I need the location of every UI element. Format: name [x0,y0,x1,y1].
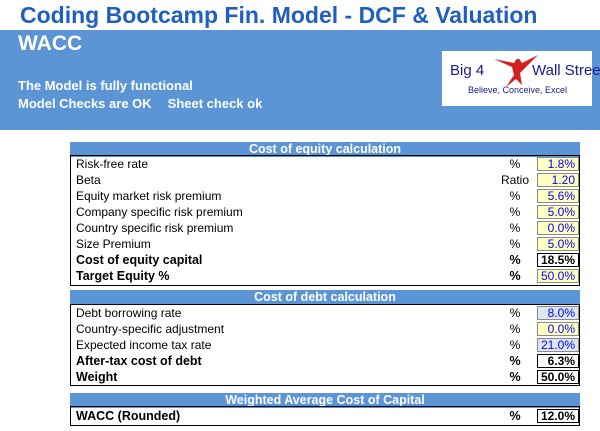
row-unit: % [509,253,521,267]
table-row: Target Equity % % 50.0% [71,268,579,284]
table-row: WACC (Rounded) % 12.0% [71,408,579,424]
row-unit: % [509,157,521,171]
model-checks-status: Model Checks are OK [18,96,152,111]
table-row: Country specific risk premium % 0.0% [71,220,579,236]
company-logo: Big 4 Wall Street Believe, Conceive, Exc… [442,51,600,106]
table-row: Cost of equity capital % 18.5% [71,252,579,268]
wacc-label: WACC (Rounded) [76,409,181,423]
cost-of-equity-table: Risk-free rate % 1.8% Beta Ratio 1.20 Eq… [70,155,580,286]
row-label: Debt borrowing rate [76,306,182,320]
table-row: Equity market risk premium % 5.6% [71,188,579,204]
beta-input[interactable]: 1.20 [537,173,579,187]
model-title: Coding Bootcamp Fin. Model - DCF & Valua… [20,2,538,28]
table-row: Country-specific adjustment % 0.0% [71,321,579,337]
table-row: Weight % 50.0% [71,369,579,385]
table-row: Company specific risk premium % 5.0% [71,204,579,220]
size-premium-input[interactable]: 5.0% [537,237,579,251]
row-label: Weight [76,370,118,384]
logo-right-text: Wall Street [532,62,600,79]
row-label: Expected income tax rate [76,338,212,352]
row-unit: % [509,221,521,235]
sheet-check-status: Sheet check ok [167,96,263,111]
row-unit: % [509,189,521,203]
table-row: Expected income tax rate % 21.0% [71,337,579,353]
row-unit: % [509,409,521,423]
title-bar: Coding Bootcamp Fin. Model - DCF & Valua… [0,0,600,30]
table-row: Beta Ratio 1.20 [71,172,579,188]
tax-rate-input[interactable]: 21.0% [537,338,579,352]
sheet-name: WACC [18,32,83,55]
table-row: After-tax cost of debt % 6.3% [71,353,579,369]
company-risk-premium-input[interactable]: 5.0% [537,205,579,219]
logo-left-text: Big 4 [450,62,485,79]
country-risk-premium-input[interactable]: 0.0% [537,221,579,235]
row-label: Target Equity % [76,269,170,283]
debt-weight-value[interactable]: 50.0% [537,370,579,384]
row-label: Country specific risk premium [76,221,234,235]
row-unit: % [509,354,521,368]
logo-tagline: Believe, Conceive, Excel [468,85,568,95]
check-status: Model Checks are OK Sheet check ok [18,96,262,111]
cost-of-equity-value[interactable]: 18.5% [537,253,579,267]
risk-free-rate-input[interactable]: 1.8% [537,157,579,171]
row-unit: % [509,306,521,320]
row-unit: % [509,322,521,336]
row-unit: % [509,338,521,352]
table-row: Debt borrowing rate % 8.0% [71,305,579,321]
cost-of-equity-header: Cost of equity calculation [70,142,580,157]
eagle-shape [494,55,538,87]
country-adjustment-input[interactable]: 0.0% [537,322,579,336]
row-label: Cost of equity capital [76,253,203,267]
row-unit: Ratio [500,173,529,187]
row-unit: % [509,269,521,283]
row-label: Beta [76,173,101,187]
after-tax-cost-of-debt-value[interactable]: 6.3% [537,354,579,368]
eagle-head [516,56,522,59]
target-equity-input[interactable]: 50.0% [537,269,579,283]
row-label: After-tax cost of debt [76,354,202,368]
wacc-header: Weighted Average Cost of Capital [70,393,580,408]
cost-of-debt-table: Debt borrowing rate % 8.0% Country-speci… [70,304,580,386]
row-label: Company specific risk premium [76,205,243,219]
wacc-value[interactable]: 12.0% [537,409,579,423]
wacc-table: WACC (Rounded) % 12.0% [70,406,580,426]
eagle-icon [494,55,538,87]
header-band: WACC The Model is fully functional Model… [0,30,600,130]
row-unit: % [509,205,521,219]
table-row: Risk-free rate % 1.8% [71,156,579,172]
row-label: Country-specific adjustment [76,322,225,336]
row-unit: % [509,237,521,251]
debt-borrowing-rate-input[interactable]: 8.0% [537,306,579,320]
model-status: The Model is fully functional [18,78,193,93]
row-unit: % [509,370,521,384]
table-row: Size Premium % 5.0% [71,236,579,252]
row-label: Size Premium [76,237,151,251]
cost-of-debt-header: Cost of debt calculation [70,290,580,305]
row-label: Risk-free rate [76,157,149,171]
row-label: Equity market risk premium [76,189,222,203]
equity-market-risk-premium-input[interactable]: 5.6% [537,189,579,203]
